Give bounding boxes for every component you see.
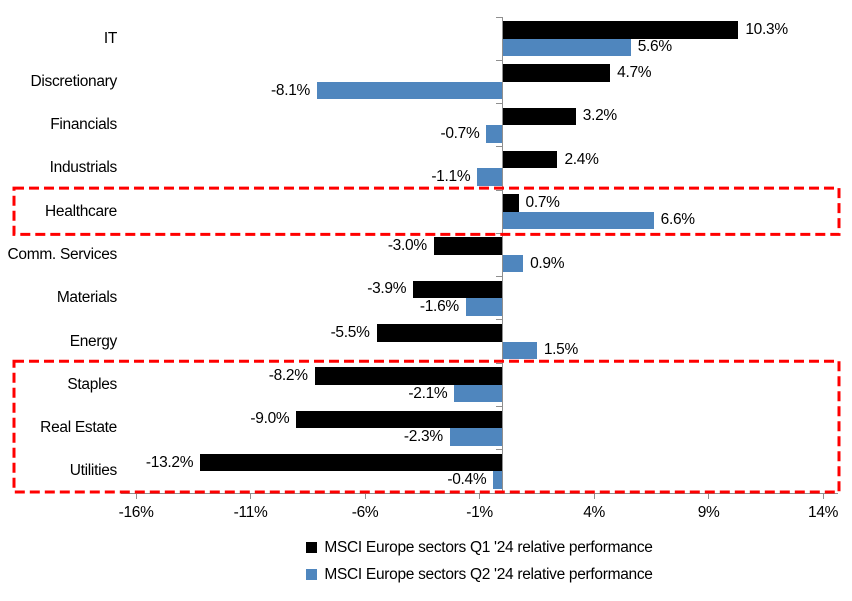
value-label-q2-staples: -2.1% [408, 384, 448, 402]
value-label-q2-financials: -0.7% [440, 124, 480, 142]
y-axis-tick [495, 103, 503, 105]
y-axis-tick [495, 405, 503, 407]
y-axis-tick [495, 276, 503, 278]
x-tick-label: 4% [583, 504, 605, 521]
x-axis-tick [250, 492, 252, 499]
y-axis-tick [495, 59, 503, 61]
x-tick-label: 14% [808, 504, 839, 521]
value-label-q1-industrials: 2.4% [564, 150, 599, 168]
y-axis-tick [495, 16, 503, 18]
bar-q2-comm-services [502, 254, 524, 273]
bar-q1-it [502, 21, 739, 39]
x-axis-tick [135, 492, 137, 499]
legend-item-q2: MSCI Europe sectors Q2 '24 relative perf… [306, 565, 653, 583]
value-label-q2-materials: -1.6% [419, 297, 459, 315]
value-label-q2-energy: 1.5% [543, 341, 578, 359]
bar-q2-materials [465, 298, 503, 316]
bar-q2-industrials [477, 168, 503, 186]
category-label-financials: Financials [50, 116, 117, 134]
value-label-q2-discretionary: -8.1% [271, 81, 311, 99]
value-label-q2-it: 5.6% [637, 38, 672, 56]
y-axis-tick [495, 319, 503, 321]
bar-q1-healthcare [502, 194, 519, 212]
x-axis-tick [364, 492, 366, 499]
y-axis-tick [495, 189, 503, 191]
bar-q1-real-estate [296, 410, 503, 429]
category-label-materials: Materials [56, 289, 117, 307]
legend-item-q1: MSCI Europe sectors Q1 '24 relative perf… [306, 538, 653, 556]
y-axis-tick [495, 146, 503, 148]
bar-q2-staples [454, 384, 503, 403]
y-axis-tick [495, 232, 503, 234]
x-axis-tick [822, 492, 824, 499]
value-label-q1-it: 10.3% [745, 20, 788, 38]
category-label-it: IT [103, 29, 117, 47]
category-label-healthcare: Healthcare [45, 202, 117, 220]
value-label-q1-staples: -8.2% [268, 367, 308, 385]
value-label-q1-healthcare: 0.7% [525, 193, 560, 211]
value-label-q1-materials: -3.9% [367, 280, 407, 298]
category-label-real-estate: Real Estate [40, 419, 117, 437]
value-label-q2-utilities: -0.4% [447, 471, 487, 489]
bar-q2-financials [486, 125, 503, 143]
bar-q1-comm-services [433, 237, 503, 255]
x-axis-tick [479, 492, 481, 499]
bar-q1-energy [376, 324, 503, 342]
value-label-q1-real-estate: -9.0% [250, 410, 290, 428]
x-tick-label: -16% [118, 504, 154, 521]
legend: MSCI Europe sectors Q1 '24 relative perf… [121, 539, 838, 583]
bar-q1-industrials [502, 150, 558, 169]
bar-q2-utilities [493, 471, 503, 489]
value-label-q2-real-estate: -2.3% [403, 427, 443, 445]
category-label-industrials: Industrials [49, 159, 118, 177]
q2-color-swatch [306, 569, 318, 580]
value-label-q1-financials: 3.2% [582, 107, 617, 125]
value-label-q1-energy: -5.5% [330, 323, 370, 341]
y-axis-tick [495, 362, 503, 364]
legend-label-q1: MSCI Europe sectors Q1 '24 relative perf… [324, 538, 653, 556]
x-tick-label: -6% [351, 504, 379, 521]
category-label-comm-services: Comm. Services [7, 246, 118, 263]
bar-q2-discretionary [317, 81, 503, 100]
value-label-q2-industrials: -1.1% [431, 168, 471, 186]
x-axis-tick [708, 492, 710, 499]
x-tick-label: -1% [466, 504, 493, 521]
bar-q2-it [502, 38, 631, 57]
q1-color-swatch [306, 542, 318, 553]
category-label-energy: Energy [69, 332, 118, 350]
bar-q2-energy [502, 341, 537, 359]
highlight-box-healthcare-healthcare [12, 186, 841, 236]
value-label-q1-discretionary: 4.7% [617, 64, 652, 82]
y-axis-tick [495, 449, 503, 451]
bar-q1-financials [502, 107, 576, 126]
bar-q1-discretionary [502, 64, 611, 82]
category-label-staples: Staples [67, 375, 117, 393]
bar-q2-real-estate [449, 428, 503, 446]
bar-q1-utilities [200, 453, 503, 472]
category-label-utilities: Utilities [69, 462, 118, 480]
legend-label-q2: MSCI Europe sectors Q2 '24 relative perf… [324, 565, 653, 583]
value-label-q1-utilities: -13.2% [145, 453, 194, 471]
bar-q2-healthcare [502, 211, 654, 230]
value-label-q2-healthcare: 6.6% [660, 211, 695, 229]
x-axis-tick [593, 492, 595, 499]
x-tick-label: -11% [233, 504, 268, 521]
x-tick-label: 9% [697, 504, 720, 521]
category-label-discretionary: Discretionary [30, 72, 117, 90]
value-label-q2-comm-services: 0.9% [530, 254, 565, 272]
bar-q1-materials [413, 280, 503, 299]
value-label-q1-comm-services: -3.0% [387, 237, 427, 255]
bar-q1-staples [314, 367, 503, 385]
